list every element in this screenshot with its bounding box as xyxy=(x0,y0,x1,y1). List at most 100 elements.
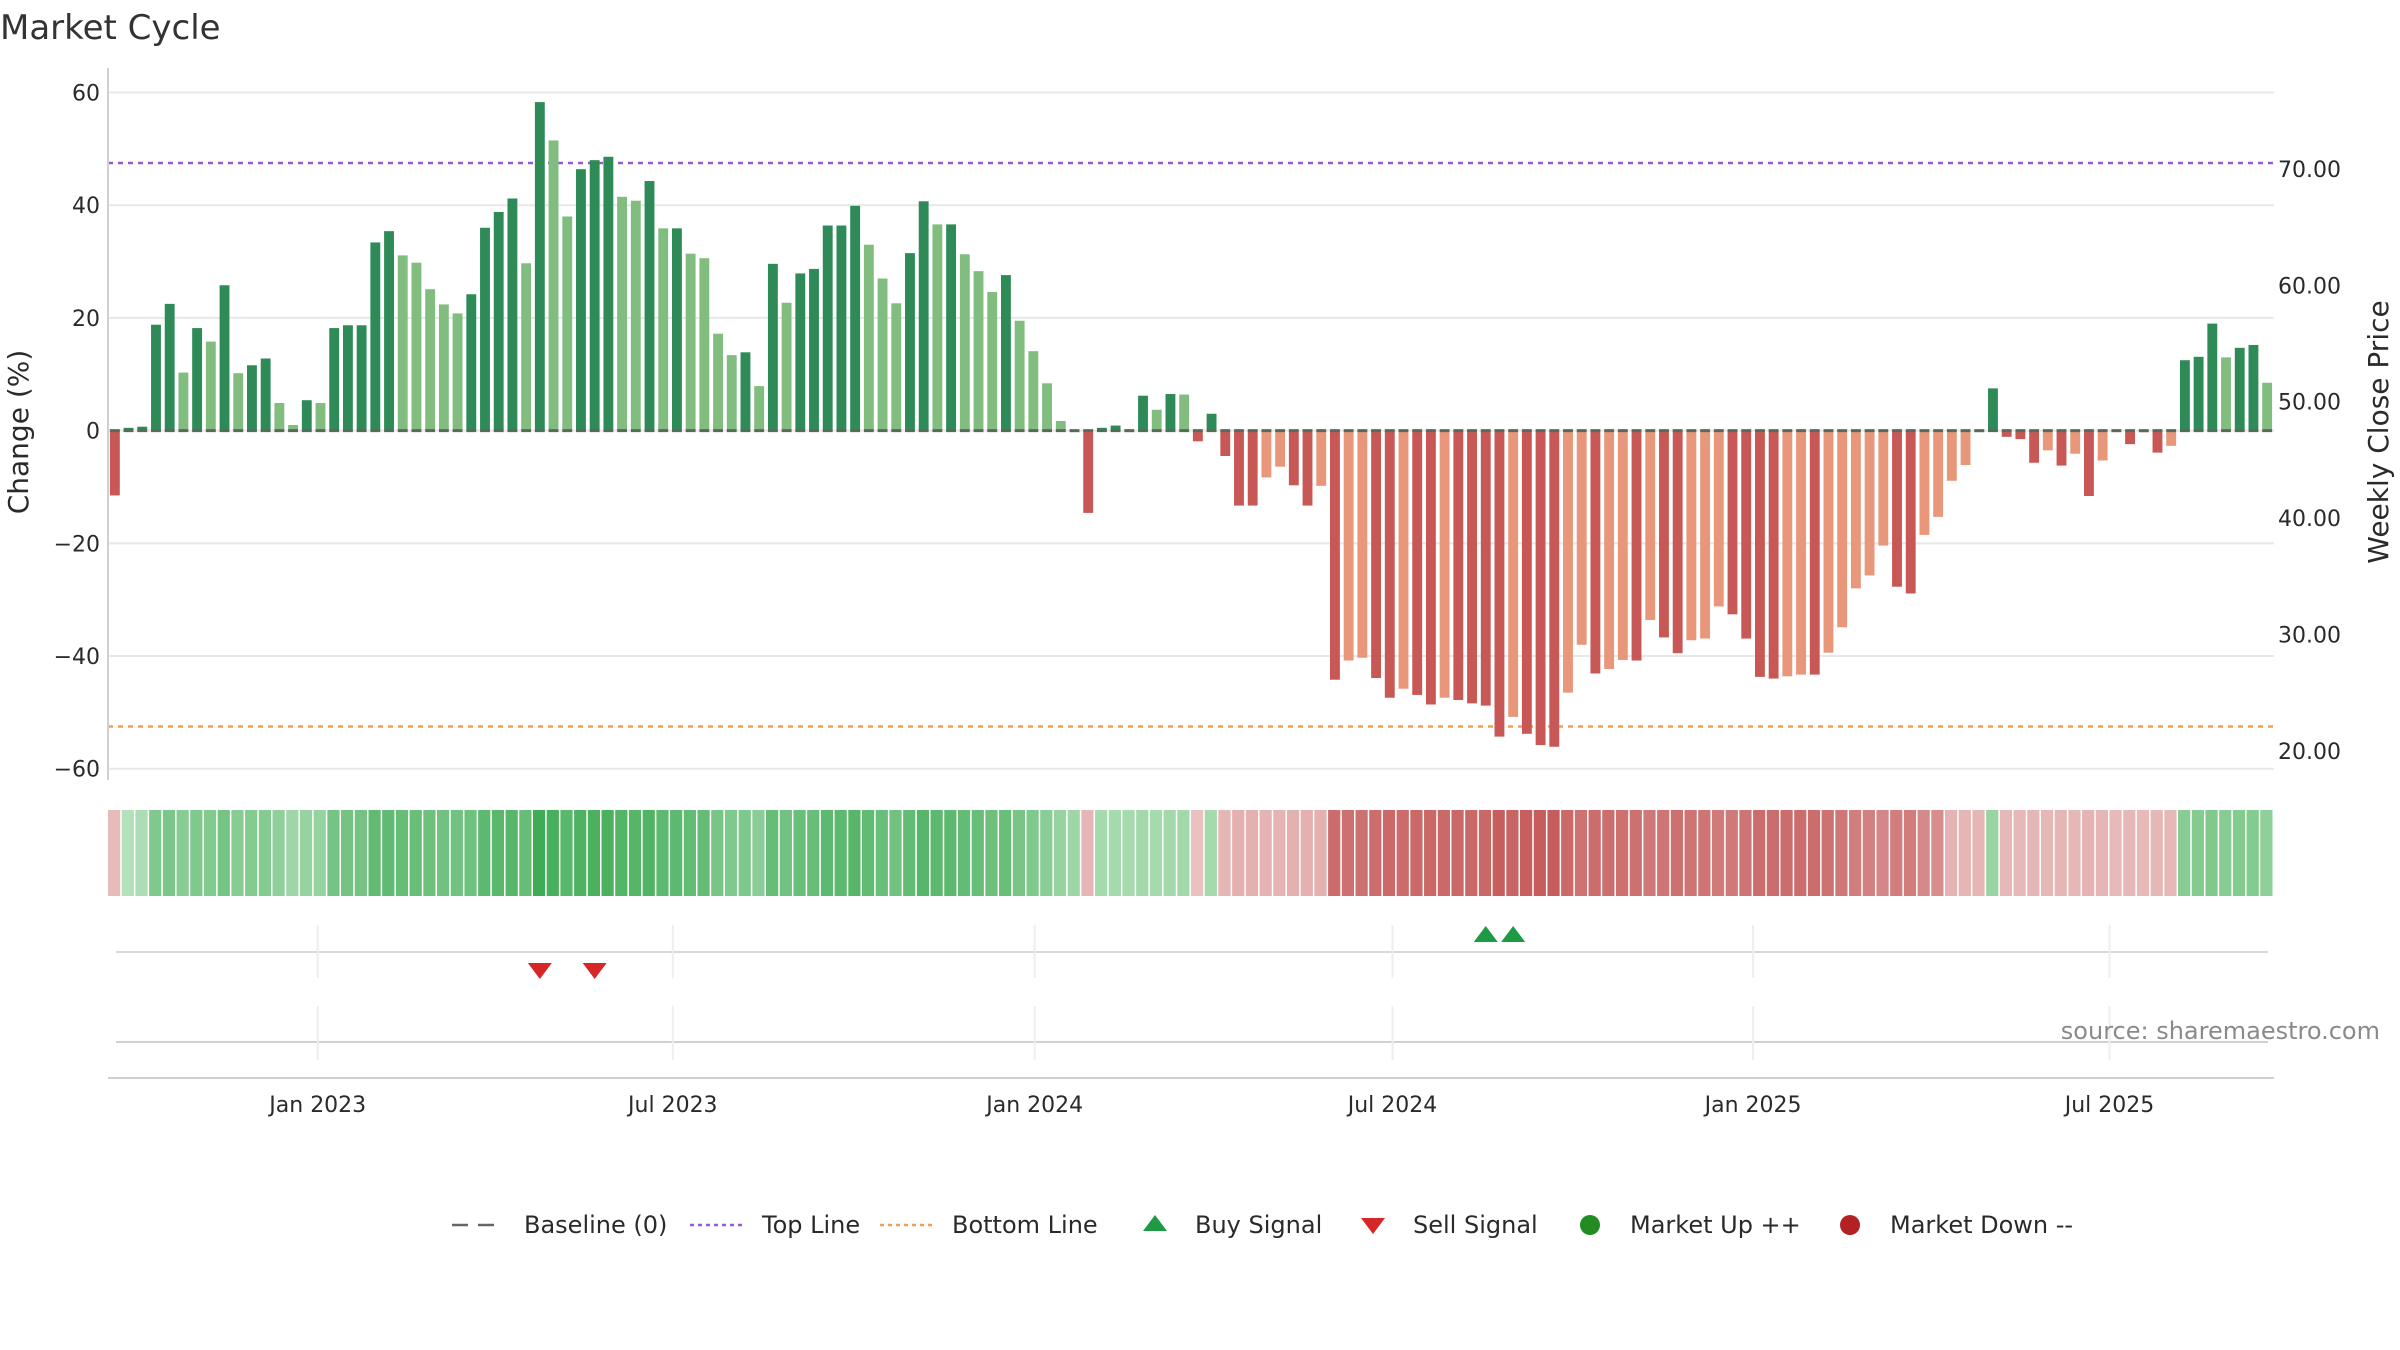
heat-cell xyxy=(1382,810,1396,896)
heat-cell xyxy=(2123,810,2136,896)
heat-cell xyxy=(2219,810,2232,896)
baseline-segment xyxy=(1014,429,1025,433)
heat-cell xyxy=(1561,810,1574,896)
change-bar xyxy=(1878,430,1889,546)
change-bar xyxy=(2001,430,2012,437)
baseline-segment xyxy=(1659,429,1669,433)
change-bar xyxy=(397,255,408,431)
heat-cell xyxy=(1986,810,1999,896)
baseline-segment xyxy=(1604,429,1615,433)
change-bar xyxy=(781,302,792,431)
heat-cell xyxy=(149,810,162,896)
change-bar xyxy=(1220,430,1231,456)
change-bar xyxy=(384,231,394,431)
change-bar xyxy=(754,386,765,431)
y-tick-label: −40 xyxy=(54,645,100,670)
heat-cell xyxy=(916,810,930,896)
heat-cell xyxy=(1807,810,1821,896)
baseline-segment xyxy=(233,429,244,433)
baseline-segment xyxy=(1480,429,1491,433)
change-bar xyxy=(1809,430,1820,675)
baseline-segment xyxy=(877,429,888,433)
change-bar xyxy=(1782,430,1793,677)
y-tick-label: 60 xyxy=(72,82,100,107)
change-bar xyxy=(2083,430,2094,496)
heat-cell xyxy=(889,810,902,896)
baseline-segment xyxy=(1371,429,1382,433)
heat-cell xyxy=(341,810,354,896)
baseline-segment xyxy=(1590,429,1601,433)
heat-cell xyxy=(1040,810,1053,896)
heat-cell xyxy=(286,810,299,896)
baseline-segment xyxy=(1138,429,1148,433)
y2-tick-label: 40.00 xyxy=(2278,507,2341,532)
legend-label: Bottom Line xyxy=(952,1211,1098,1239)
change-bar xyxy=(425,289,436,431)
change-bar xyxy=(274,403,285,431)
baseline-segment xyxy=(109,429,120,433)
baseline-segment xyxy=(1864,429,1875,433)
legend-item: Baseline (0) xyxy=(452,1211,667,1239)
baseline-segment xyxy=(754,429,765,433)
heat-cell xyxy=(1533,810,1546,896)
change-bar xyxy=(1933,430,1944,517)
change-bar xyxy=(1014,320,1025,431)
y-axis-right-title: Weekly Close Price xyxy=(2362,300,2395,563)
heat-cell xyxy=(231,810,244,896)
baseline-segment xyxy=(534,429,545,433)
baseline-segment xyxy=(1247,429,1258,433)
heat-cell xyxy=(1972,810,1985,896)
heat-cell xyxy=(1821,810,1834,896)
baseline-segment xyxy=(905,429,915,433)
change-bar xyxy=(850,205,861,431)
heat-cell xyxy=(615,810,628,896)
baseline-segment xyxy=(1809,429,1820,433)
heat-cell xyxy=(1355,810,1368,896)
baseline-segment xyxy=(1110,429,1121,433)
change-bar xyxy=(260,358,271,431)
heat-cell xyxy=(1108,810,1121,896)
heat-cell xyxy=(779,810,792,896)
heat-cell xyxy=(1698,810,1711,896)
baseline-segment xyxy=(644,429,655,433)
heat-cell xyxy=(258,810,272,896)
baseline-segment xyxy=(548,429,559,433)
baseline-segment xyxy=(2138,429,2149,433)
baseline-segment xyxy=(1521,429,1532,433)
change-bar xyxy=(1905,430,1916,594)
change-bar xyxy=(1563,430,1573,693)
baseline-segment xyxy=(315,429,326,433)
change-bar xyxy=(1988,388,1998,431)
heat-cell xyxy=(1451,810,1464,896)
baseline-segment xyxy=(1069,429,1080,433)
baseline-segment xyxy=(452,429,463,433)
heat-cell xyxy=(423,810,436,896)
baseline-segment xyxy=(288,429,299,433)
baseline-segment xyxy=(219,429,230,433)
y-axis-left-title: Change (%) xyxy=(2,350,35,515)
change-bar xyxy=(356,325,367,431)
baseline-segment xyxy=(1933,429,1944,433)
change-bar xyxy=(1892,430,1902,587)
change-bar xyxy=(1302,430,1313,506)
market-circle-icon xyxy=(1840,1215,1860,1235)
baseline-segment xyxy=(1617,429,1628,433)
change-bar xyxy=(178,372,189,431)
change-bar xyxy=(1343,430,1354,661)
change-bar xyxy=(151,324,161,431)
change-bar xyxy=(658,228,669,431)
heat-cell xyxy=(478,810,491,896)
change-bar xyxy=(576,169,586,431)
heat-cell xyxy=(1081,810,1094,896)
baseline-segment xyxy=(425,429,436,433)
heat-cell xyxy=(1053,810,1067,896)
heat-cell xyxy=(2040,810,2054,896)
change-bar xyxy=(548,140,559,431)
legend-item: Market Down -- xyxy=(1840,1211,2073,1239)
heat-cell xyxy=(1520,810,1533,896)
change-bar xyxy=(233,373,244,431)
baseline-segment xyxy=(2097,429,2108,433)
baseline-segment xyxy=(356,429,367,433)
heat-cell xyxy=(1794,810,1807,896)
change-bar xyxy=(1494,430,1505,737)
